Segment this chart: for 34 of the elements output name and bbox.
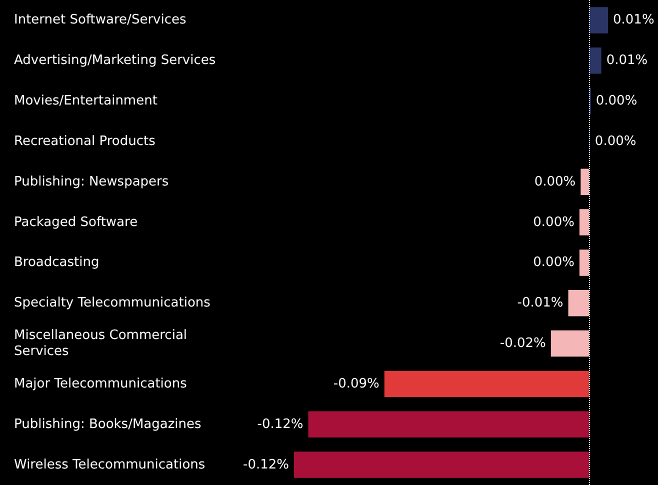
y-tick-label: Wireless Telecommunications bbox=[14, 457, 206, 472]
y-tick-label: Movies/Entertainment bbox=[14, 94, 158, 109]
y-tick-label: Broadcasting bbox=[14, 255, 100, 270]
data-label: 0.00% bbox=[534, 174, 576, 190]
y-tick-label: Internet Software/Services bbox=[14, 12, 186, 28]
y-tick-label: Major Telecommunications bbox=[14, 376, 188, 392]
bar bbox=[579, 250, 589, 276]
y-tick-label: Advertising/Marketing Services bbox=[14, 53, 216, 68]
bar bbox=[550, 330, 589, 357]
bar bbox=[579, 209, 589, 236]
data-label: -0.12% bbox=[257, 416, 304, 432]
data-label: 0.00% bbox=[594, 134, 636, 149]
bar bbox=[588, 7, 608, 34]
data-label: 0.00% bbox=[533, 214, 574, 230]
data-label: 0.01% bbox=[606, 53, 648, 68]
y-tick-label: Publishing: Books/Magazines bbox=[14, 416, 202, 432]
data-label: 0.00% bbox=[533, 255, 574, 270]
bar bbox=[568, 290, 589, 316]
data-label: -0.09% bbox=[333, 376, 380, 392]
data-label: -0.12% bbox=[243, 457, 289, 472]
data-label: -0.02% bbox=[500, 336, 546, 352]
bar bbox=[294, 452, 589, 478]
y-tick-label: Packaged Software bbox=[14, 214, 138, 230]
y-tick-label: Recreational Products bbox=[14, 134, 156, 149]
data-label: 0.00% bbox=[596, 94, 638, 109]
data-label: -0.01% bbox=[517, 296, 564, 311]
bar bbox=[384, 370, 589, 398]
bar bbox=[308, 411, 589, 438]
bar bbox=[588, 47, 602, 74]
y-tick-label: Miscellaneous Commercial Services bbox=[14, 328, 192, 360]
y-tick-label: Specialty Telecommunications bbox=[14, 296, 211, 311]
y-tick-label: Publishing: Newspapers bbox=[14, 174, 169, 190]
data-label: 0.01% bbox=[613, 12, 654, 28]
bar bbox=[580, 168, 589, 196]
